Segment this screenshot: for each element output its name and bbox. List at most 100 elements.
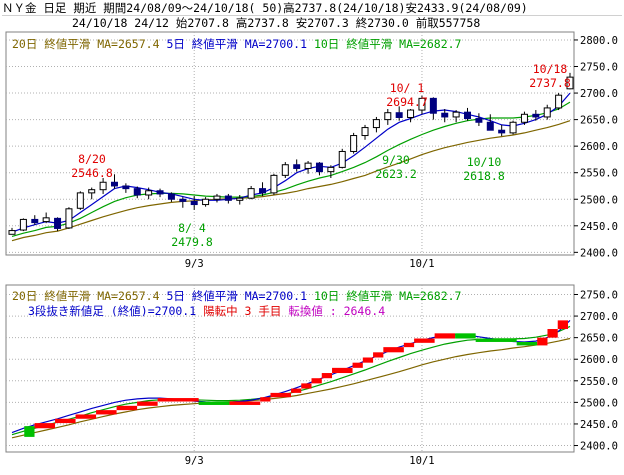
bottom-y-tick-label: 2750.0	[580, 289, 618, 301]
candle-up	[418, 97, 426, 111]
brick-up	[373, 352, 384, 358]
candle-up	[350, 135, 358, 152]
brick-up	[157, 398, 199, 402]
bottom-plot-frame	[5, 284, 575, 453]
brick-up	[260, 397, 271, 402]
annotation-date: 9/30	[382, 153, 410, 167]
top-y-tick-label: 2550.0	[580, 168, 618, 180]
top-y-tick-label: 2800.0	[580, 35, 618, 47]
candle-up	[384, 112, 392, 121]
bottom-legend-item: 5日 終値平滑 MA=2700.1	[160, 289, 308, 303]
candle-down	[532, 113, 540, 118]
brick-down	[516, 341, 538, 346]
brick-up	[301, 383, 312, 389]
brick-down	[24, 426, 35, 437]
top-x-tick-label: 10/1	[409, 258, 434, 270]
bottom-y-tick-label: 2550.0	[580, 376, 618, 388]
brick-up	[403, 342, 415, 348]
brick-up	[383, 347, 404, 353]
top-legend-item: 5日 終値平滑 MA=2700.1	[160, 37, 308, 51]
candle-down	[464, 111, 472, 120]
brick-down	[198, 401, 230, 405]
bottom-y-tick-label: 2700.0	[580, 311, 618, 323]
chart-header-line2: 24/10/18 24/12 始2707.8 高2737.8 安2707.3 終…	[72, 16, 481, 30]
top-y-tick-label: 2450.0	[580, 221, 618, 233]
brick-up	[547, 329, 558, 338]
bottom-x-tick-label: 9/3	[185, 455, 204, 467]
brick-up	[321, 373, 333, 379]
brick-down	[455, 333, 476, 339]
candle-up	[42, 217, 50, 223]
candle-down	[429, 97, 437, 114]
bottom-info-item: 3段抜き新値足 (終値)=2700.1	[28, 304, 196, 318]
annotation-value: 2479.8	[171, 235, 213, 249]
bottom-legend-item: 10日 終値平滑 MA=2682.7	[307, 289, 462, 303]
candle-down	[167, 193, 175, 200]
brick-up	[137, 401, 158, 406]
candle-down	[498, 129, 506, 134]
bottom-x-tick-label: 10/1	[409, 455, 434, 467]
top-y-tick-label: 2600.0	[580, 141, 618, 153]
candle-up	[65, 208, 73, 229]
brick-up	[537, 337, 548, 346]
candle-up	[19, 218, 27, 231]
candle-down	[259, 188, 267, 194]
candle-up	[327, 166, 335, 173]
brick-up	[332, 367, 353, 374]
annotation-value: 2623.2	[375, 167, 417, 181]
brick-up	[34, 423, 56, 429]
candle-up	[361, 127, 369, 137]
chart-header-line1: ＮＹ金 日足 期近 期間24/08/09～24/10/18( 50)高2737.…	[2, 1, 622, 16]
new-price-panel: 2400.0 2450.0 2500.0 2550.0 2600.0 2650.0 2700…	[5, 284, 618, 467]
brick-up	[55, 418, 76, 424]
brick-up	[291, 388, 302, 393]
candle-down	[122, 185, 130, 190]
top-y-tick-label: 2400.0	[580, 247, 618, 259]
ma20-line	[11, 120, 571, 242]
brick-up	[362, 357, 374, 363]
top-x-tick-label: 9/3	[185, 258, 204, 270]
bottom-info-line: 3段抜き新値足 (終値)=2700.1 陽転中 3 手目 転換値 : 2646.…	[28, 304, 385, 318]
candle-up	[520, 113, 528, 123]
bottom-y-tick-label: 2650.0	[580, 333, 618, 345]
candle-up	[543, 107, 551, 118]
candlestick-panel: 2400.0 2450.0 2500.0 2550.0 2600.0 2650.0 2700…	[5, 31, 618, 270]
annotation-date: 10/10	[467, 155, 502, 169]
brick-down	[475, 338, 517, 342]
annotation-value: 2546.8	[71, 166, 113, 180]
annotation-date: 10/18	[533, 62, 568, 76]
candle-down	[395, 112, 403, 118]
candle-up	[88, 189, 96, 194]
top-y-tick-label: 2650.0	[580, 115, 618, 127]
top-legend: 20日 終値平滑 MA=2657.4 5日 終値平滑 MA=2700.1 10日…	[12, 37, 462, 51]
candle-up	[372, 119, 380, 129]
annotation-value: 2737.8	[529, 76, 571, 90]
candle-down	[486, 121, 494, 131]
brick-up	[557, 320, 568, 330]
brick-up	[96, 410, 117, 415]
ma5-line	[11, 92, 571, 233]
brick-up	[414, 338, 435, 343]
candle-down	[293, 164, 301, 169]
candle-down	[156, 190, 164, 195]
bottom-y-tick-label: 2600.0	[580, 354, 618, 366]
bottom-legend: 20日 終値平滑 MA=2657.4 5日 終値平滑 MA=2700.1 10日…	[12, 289, 462, 303]
brick-up	[229, 401, 261, 405]
candle-up	[8, 230, 16, 235]
candle-up	[281, 164, 289, 176]
candle-up	[338, 150, 346, 168]
candle-up	[566, 76, 574, 90]
candle-down	[54, 217, 62, 229]
annotation-date: 10/ 1	[390, 81, 425, 95]
candle-down	[475, 118, 483, 123]
candle-up	[145, 190, 153, 196]
brick-up	[116, 405, 138, 411]
top-y-tick-label: 2750.0	[580, 62, 618, 74]
bottom-info-item: 3 手目	[238, 304, 282, 318]
candle-down	[179, 198, 187, 202]
top-y-tick-label: 2700.0	[580, 88, 618, 100]
candle-up	[202, 198, 210, 206]
bottom-y-tick-label: 2400.0	[580, 441, 618, 453]
candle-up	[213, 195, 221, 200]
